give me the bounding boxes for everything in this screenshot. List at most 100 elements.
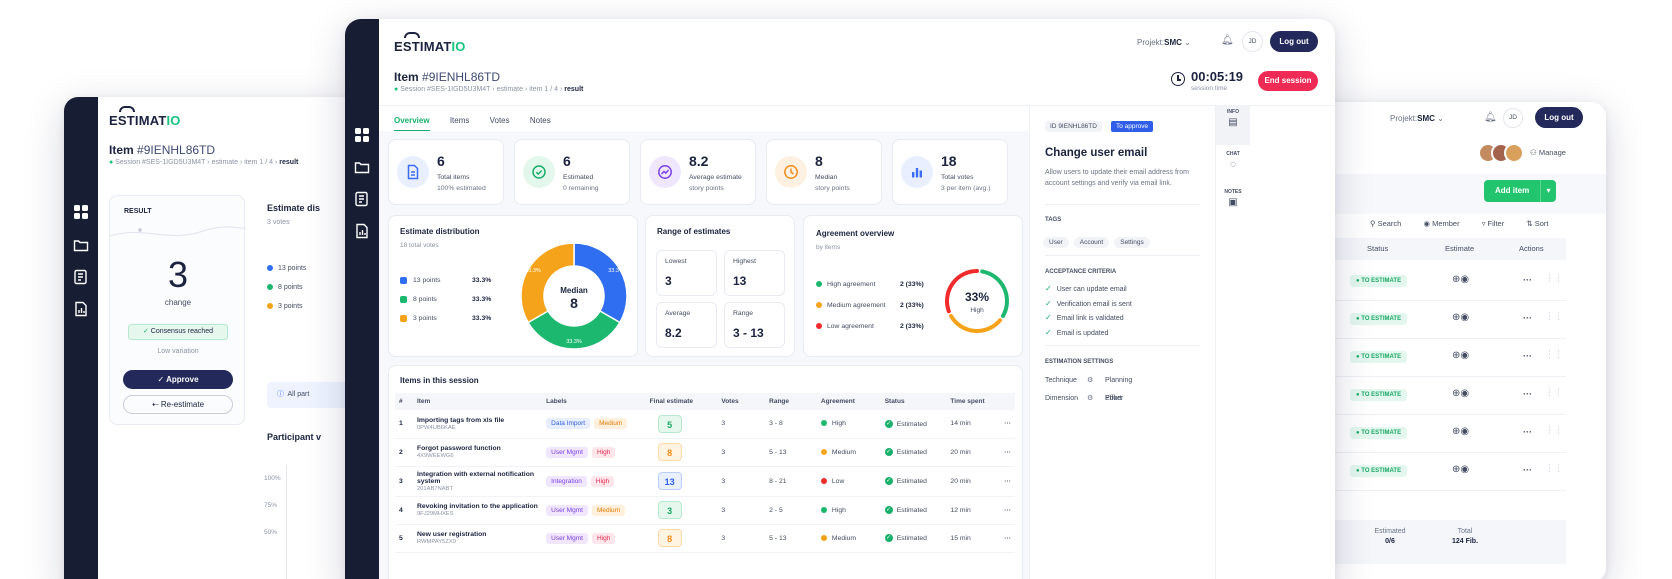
breadcrumb-item[interactable]: item 1 / 4 — [244, 159, 274, 166]
more-icon[interactable]: ··· — [1000, 524, 1015, 553]
add-item-button[interactable]: Add item ▾ — [1484, 180, 1556, 202]
toolbar-band — [1290, 174, 1606, 214]
breadcrumb-estimate[interactable]: estimate — [211, 159, 239, 166]
drag-handle-icon[interactable]: ⋮⋮ — [1545, 425, 1563, 435]
label-chip: User Mgmt — [546, 504, 588, 516]
breadcrumb-session[interactable]: Session #SES-1IGD5U3M4T — [115, 159, 206, 166]
more-icon[interactable]: ··· — [1523, 275, 1532, 285]
more-icon[interactable]: ··· — [1523, 465, 1532, 475]
stat-label: Total items — [437, 174, 470, 181]
session-timer: 00:05:19 — [1191, 69, 1244, 84]
side-tab-chat[interactable]: CHAT ◌ — [1216, 151, 1250, 170]
project-selector[interactable]: Projekt:SMC ⌄ — [1137, 38, 1191, 47]
gauge-arc — [980, 269, 1009, 318]
folder-icon[interactable] — [354, 159, 370, 175]
setting-row: Dimension ⚙ Effort — [1045, 390, 1122, 408]
status-badge: ● TO ESTIMATE — [1350, 389, 1408, 401]
final-estimate: 8 — [657, 529, 682, 547]
table-row[interactable]: ● TO ESTIMATE ⊕◉ ··· ⋮⋮ — [1330, 339, 1566, 377]
drag-handle-icon[interactable]: ⋮⋮ — [1545, 387, 1563, 397]
table-footer: Estimated 0/6 Total 124 Fib. — [1330, 520, 1566, 564]
tab-items[interactable]: Items — [449, 116, 470, 125]
drag-handle-icon[interactable]: ⋮⋮ — [1545, 273, 1563, 283]
avatar-group[interactable] — [1478, 142, 1528, 164]
stat-card: 18 Total votes 3 per item (avg.) — [892, 139, 1008, 205]
bell-icon[interactable]: 🔔︎ — [1484, 112, 1497, 123]
table-row[interactable]: 5 New user registration RWMPAY5ZX9 User M… — [395, 524, 1015, 553]
tag-chip[interactable]: Settings — [1114, 237, 1150, 248]
caret-down-icon[interactable]: ▾ — [1540, 180, 1556, 202]
more-icon[interactable]: ··· — [1000, 410, 1015, 439]
project-selector[interactable]: Projekt:SMC ⌄ — [1390, 114, 1444, 123]
table-row[interactable]: ● TO ESTIMATE ⊕◉ ··· ⋮⋮ — [1330, 263, 1566, 301]
search-button[interactable]: ⚲ Search — [1370, 219, 1402, 228]
logout-button[interactable]: Log out — [1270, 31, 1318, 52]
gauge-arc — [945, 269, 979, 314]
table-row[interactable]: ● TO ESTIMATE ⊕◉ ··· ⋮⋮ — [1330, 415, 1566, 453]
range-cell: Lowest 3 — [656, 250, 717, 296]
breadcrumb-estimate[interactable]: estimate — [496, 86, 524, 93]
side-tab-info[interactable]: INFO ▤ — [1216, 109, 1250, 128]
detail-description: Allow users to update their email addres… — [1045, 169, 1189, 187]
report-icon[interactable] — [354, 223, 370, 239]
vote-controls[interactable]: ⊕◉ — [1452, 312, 1470, 323]
checklist-icon[interactable] — [73, 269, 89, 285]
tag-chip[interactable]: User — [1043, 237, 1069, 248]
table-row[interactable]: 2 Forgot password function 4X9WEEWG6 User… — [395, 438, 1015, 467]
member-button[interactable]: ◉ Member — [1423, 219, 1460, 228]
table-row[interactable]: 1 Importing tags from xls file 0PW4UB6KAE… — [395, 410, 1015, 439]
check-icon: ✓ — [1045, 313, 1052, 322]
more-icon[interactable]: ··· — [1523, 313, 1532, 323]
agreement-row: Low agreement 2 (33%) — [816, 316, 928, 337]
reestimate-button[interactable]: ⇠ Re-estimate — [123, 395, 233, 414]
more-icon[interactable]: ··· — [1523, 351, 1532, 361]
report-icon[interactable] — [73, 301, 89, 317]
distribution-row: 13 points 33.3% — [400, 271, 500, 290]
column-header: Final estimate — [645, 393, 718, 410]
gauge-label: High — [970, 307, 984, 314]
vote-controls[interactable]: ⊕◉ — [1452, 274, 1470, 285]
more-icon[interactable]: ··· — [1000, 438, 1015, 467]
tab-votes[interactable]: Votes — [489, 116, 510, 125]
vote-controls[interactable]: ⊕◉ — [1452, 388, 1470, 399]
drag-handle-icon[interactable]: ⋮⋮ — [1545, 463, 1563, 473]
more-icon[interactable]: ··· — [1000, 466, 1015, 497]
tab-notes[interactable]: Notes — [529, 116, 551, 125]
folder-icon[interactable] — [73, 237, 89, 253]
avatar[interactable]: JD — [1242, 31, 1263, 52]
logout-button[interactable]: Log out — [1535, 107, 1583, 128]
breadcrumb-item[interactable]: item 1 / 4 — [529, 86, 559, 93]
table-row[interactable]: ● TO ESTIMATE ⊕◉ ··· ⋮⋮ — [1330, 301, 1566, 339]
drag-handle-icon[interactable]: ⋮⋮ — [1545, 349, 1563, 359]
range-cell: Highest 13 — [724, 250, 785, 296]
filter-button[interactable]: ▿ Filter — [1481, 219, 1505, 228]
end-session-button[interactable]: End session — [1258, 71, 1318, 91]
sort-button[interactable]: ⇅ Sort — [1526, 219, 1549, 228]
bell-icon[interactable]: 🔔︎ — [1221, 35, 1234, 46]
grid-icon[interactable] — [354, 127, 370, 143]
grid-icon[interactable] — [73, 204, 89, 220]
tab-overview[interactable]: Overview — [394, 116, 430, 132]
table-row[interactable]: 3 Integration with external notification… — [395, 466, 1015, 497]
table-row[interactable]: ● TO ESTIMATE ⊕◉ ··· ⋮⋮ — [1330, 377, 1566, 415]
tag-chip[interactable]: Account — [1073, 237, 1110, 248]
stat-card: 8.2 Average estimate story points — [640, 139, 756, 205]
table-row[interactable]: 4 Revoking invitation to the application… — [395, 496, 1015, 525]
manage-button[interactable]: ⚇ Manage — [1530, 148, 1566, 157]
stat-value: 8.2 — [689, 153, 709, 169]
stat-sub: 3 per item (avg.) — [941, 185, 991, 192]
criteria-item: ✓ Email is updated — [1045, 327, 1109, 337]
more-icon[interactable]: ··· — [1523, 427, 1532, 437]
more-icon[interactable]: ··· — [1000, 496, 1015, 525]
vote-controls[interactable]: ⊕◉ — [1452, 426, 1470, 437]
more-icon[interactable]: ··· — [1523, 389, 1532, 399]
vote-controls[interactable]: ⊕◉ — [1452, 350, 1470, 361]
avatar[interactable]: JD — [1503, 108, 1523, 128]
side-tab-notes[interactable]: NOTES ▣ — [1216, 189, 1250, 208]
vote-controls[interactable]: ⊕◉ — [1452, 464, 1470, 475]
checklist-icon[interactable] — [354, 191, 370, 207]
table-row[interactable]: ● TO ESTIMATE ⊕◉ ··· ⋮⋮ — [1330, 453, 1566, 491]
breadcrumb-session[interactable]: Session #SES-1IGD5U3M4T — [400, 86, 491, 93]
drag-handle-icon[interactable]: ⋮⋮ — [1545, 311, 1563, 321]
approve-button[interactable]: ✓ Approve — [123, 370, 233, 389]
